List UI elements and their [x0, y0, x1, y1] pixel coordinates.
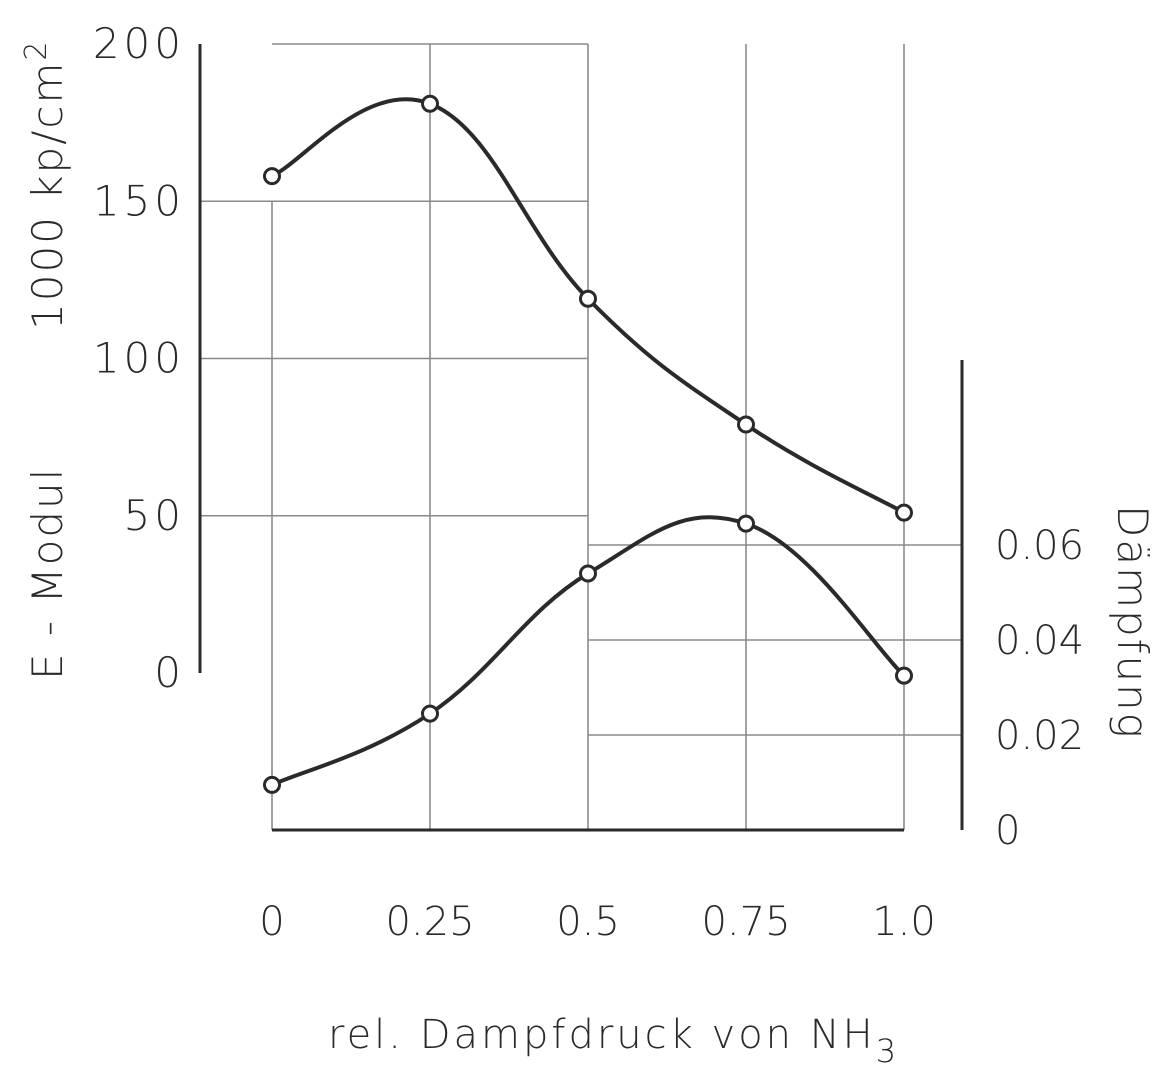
- y-left-axis-label: E - Modul: [23, 467, 72, 680]
- y-left-axis-label-unit: 1000 kp/cm2: [19, 40, 72, 330]
- y-left-tick-label: 150: [93, 176, 185, 225]
- e-modul-data-point: [737, 415, 755, 434]
- daempfung-data-point: [263, 775, 281, 794]
- y-right-tick-label: 0.04: [995, 618, 1084, 664]
- e-modul-data-point: [579, 289, 597, 308]
- daempfung-data-point: [421, 704, 439, 723]
- y-right-tick-label: 0.02: [995, 713, 1084, 759]
- axes: 200 150 100 50 0 0.06 0.04 0.02 0 0 0.25 0.5 0.75 1.0: [93, 19, 1084, 945]
- grid: [200, 43, 962, 830]
- daempfung-data-point: [737, 514, 755, 533]
- y-left-tick-label: 100: [93, 334, 185, 383]
- x-tick-label: 0.75: [701, 899, 790, 945]
- y-left-axis-label-sup: 2: [19, 40, 54, 61]
- e-modul-data-point: [263, 167, 281, 186]
- y-right-tick-label: 0.06: [995, 523, 1084, 569]
- y-left-tick-label: 50: [124, 491, 185, 540]
- daempfung-data-point: [895, 666, 913, 685]
- series-layer: [263, 94, 913, 794]
- y-right-tick-label: 0: [995, 808, 1020, 854]
- x-tick-label: 0.5: [556, 899, 620, 945]
- x-axis-label-sub: 3: [876, 1032, 899, 1070]
- x-axis-label: rel. Dampfdruck von NH3: [328, 1012, 899, 1070]
- x-tick-label: 0: [259, 899, 284, 945]
- y-left-tick-label: 200: [93, 19, 185, 68]
- daempfung-data-point: [579, 564, 597, 583]
- y-right-axis-label: Dämpfung: [1108, 505, 1157, 740]
- x-tick-label: 0.25: [385, 899, 474, 945]
- e-modul-data-point: [421, 94, 439, 113]
- x-tick-label: 1.0: [872, 899, 936, 945]
- y-left-tick-label: 0: [154, 648, 185, 697]
- e-modul-data-point: [895, 503, 913, 522]
